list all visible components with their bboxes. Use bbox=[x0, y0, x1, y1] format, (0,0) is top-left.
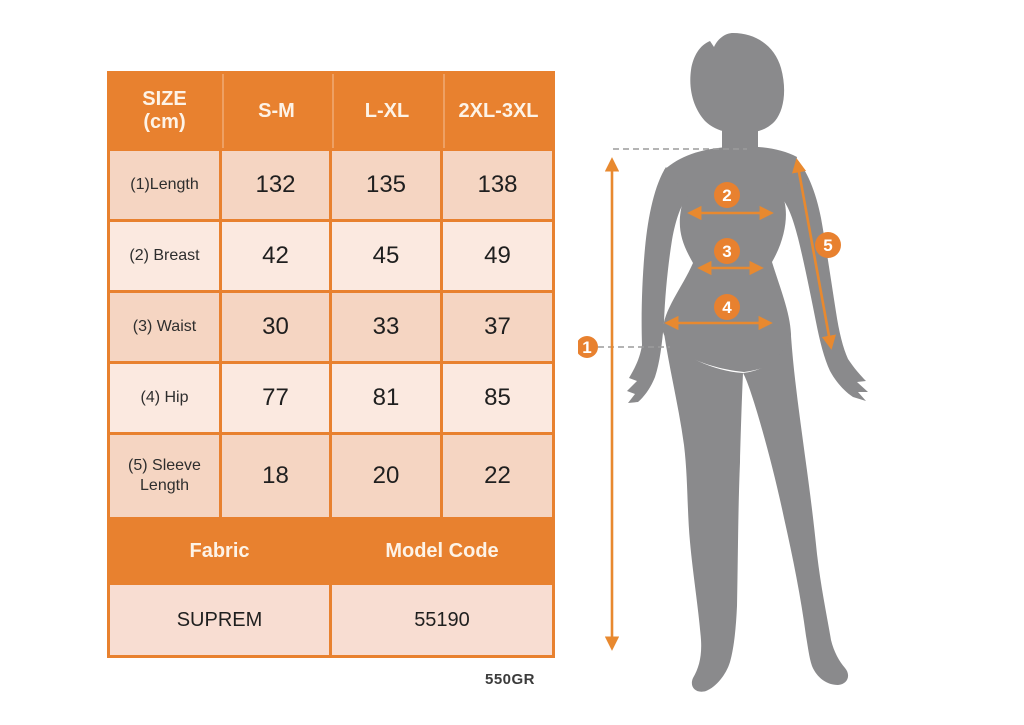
measurement-label: (4) Hip bbox=[110, 364, 219, 432]
measurement-value: 132 bbox=[222, 151, 329, 219]
marker-2: 2 bbox=[714, 182, 740, 208]
column-header-lxl: L-XL bbox=[332, 74, 440, 148]
marker-number-2: 2 bbox=[722, 186, 731, 205]
female-silhouette bbox=[627, 33, 868, 692]
table-header-row: SIZE (cm) S-M L-XL 2XL-3XL bbox=[110, 74, 552, 148]
silhouette-left-arm bbox=[627, 167, 688, 403]
marker-4: 4 bbox=[714, 294, 740, 320]
measurement-value: 30 bbox=[222, 293, 329, 361]
sleeve-arrow bbox=[792, 158, 836, 350]
measurement-value: 18 bbox=[222, 435, 329, 517]
measurement-value: 20 bbox=[332, 435, 440, 517]
marker-number-1: 1 bbox=[582, 338, 591, 357]
measurement-label: (2) Breast bbox=[110, 222, 219, 290]
marker-number-5: 5 bbox=[823, 236, 832, 255]
table-row-length: (1)Length 132 135 138 bbox=[110, 151, 552, 219]
table-row-waist: (3) Waist 30 33 37 bbox=[110, 293, 552, 361]
size-chart-table: SIZE (cm) S-M L-XL 2XL-3XL (1)Length 132… bbox=[107, 71, 555, 658]
measurement-value: 49 bbox=[443, 222, 552, 290]
weight-caption: 550GR bbox=[484, 671, 536, 688]
table-row-hip: (4) Hip 77 81 85 bbox=[110, 364, 552, 432]
measurement-value: 77 bbox=[222, 364, 329, 432]
table-footer-value-row: SUPREM 55190 bbox=[110, 585, 552, 655]
silhouette-head bbox=[690, 33, 785, 133]
column-header-sm: S-M bbox=[222, 74, 329, 148]
measurement-label: (1)Length bbox=[110, 151, 219, 219]
measurement-value: 22 bbox=[443, 435, 552, 517]
fabric-value: SUPREM bbox=[110, 585, 329, 655]
measurement-value: 85 bbox=[443, 364, 552, 432]
model-code-value: 55190 bbox=[332, 585, 552, 655]
fabric-header: Fabric bbox=[110, 520, 329, 582]
table-row-breast: (2) Breast 42 45 49 bbox=[110, 222, 552, 290]
silhouette-left-leg bbox=[664, 333, 743, 692]
marker-circle-1 bbox=[578, 336, 598, 358]
size-unit-header: SIZE (cm) bbox=[110, 74, 219, 148]
marker-circle-5 bbox=[815, 232, 841, 258]
silhouette-right-leg bbox=[743, 336, 849, 685]
table-row-sleeve-length: (5) Sleeve Length 18 20 22 bbox=[110, 435, 552, 517]
silhouette-neck bbox=[722, 108, 758, 158]
marker-1: 1 bbox=[578, 336, 598, 358]
column-header-2xl3xl: 2XL-3XL bbox=[443, 74, 552, 148]
measurement-label: (3) Waist bbox=[110, 293, 219, 361]
model-code-header: Model Code bbox=[332, 520, 552, 582]
measurement-value: 33 bbox=[332, 293, 440, 361]
marker-5: 5 bbox=[815, 232, 841, 258]
measurement-value: 138 bbox=[443, 151, 552, 219]
marker-circle-2 bbox=[714, 182, 740, 208]
measurement-value: 42 bbox=[222, 222, 329, 290]
marker-number-3: 3 bbox=[722, 242, 731, 261]
marker-3: 3 bbox=[714, 238, 740, 264]
marker-circle-4 bbox=[714, 294, 740, 320]
measurement-value: 37 bbox=[443, 293, 552, 361]
measurement-value: 135 bbox=[332, 151, 440, 219]
table-footer-header-row: Fabric Model Code bbox=[110, 520, 552, 582]
marker-number-4: 4 bbox=[722, 298, 732, 317]
measurement-value: 45 bbox=[332, 222, 440, 290]
silhouette-right-arm bbox=[782, 157, 868, 401]
marker-circle-3 bbox=[714, 238, 740, 264]
measurement-value: 81 bbox=[332, 364, 440, 432]
measurement-diagram: 1 2 3 4 5 bbox=[578, 33, 868, 692]
measurement-label: (5) Sleeve Length bbox=[110, 435, 219, 517]
